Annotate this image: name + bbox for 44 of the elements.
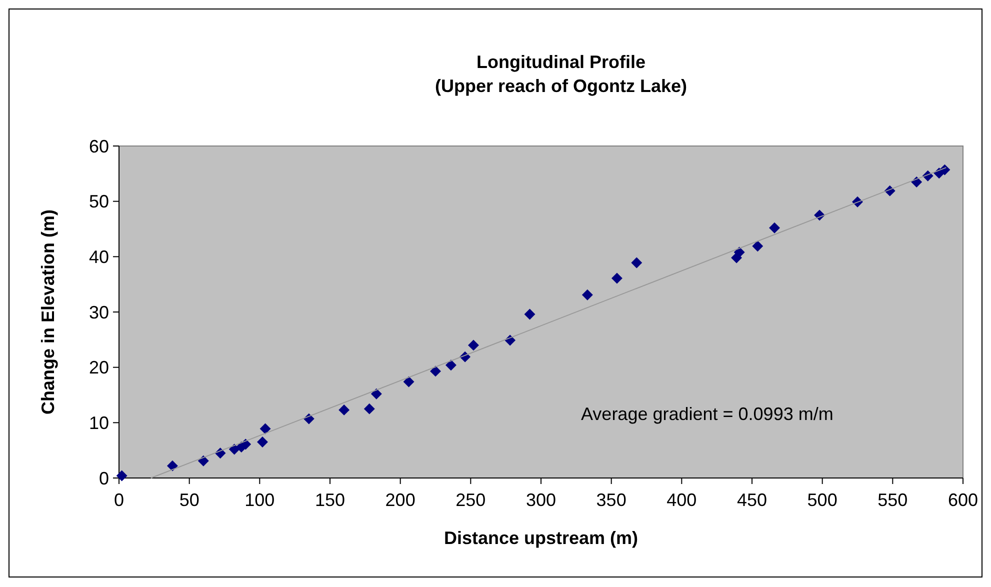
x-tick-label: 500 — [807, 490, 838, 510]
x-tick-label: 150 — [314, 490, 346, 510]
point — [631, 257, 642, 268]
y-axis-title: Change in Elevation (m) — [38, 209, 58, 415]
x-tick-label: 350 — [596, 490, 626, 510]
point — [260, 423, 271, 434]
point — [430, 366, 441, 377]
x-tick-label: 200 — [385, 490, 416, 510]
point — [257, 436, 268, 448]
point — [370, 388, 382, 400]
x-tick-label: 100 — [244, 490, 275, 510]
x-tick-label: 300 — [526, 490, 556, 510]
x-axis-title: Distance upstream (m) — [444, 528, 638, 548]
y-tick-label: 10 — [88, 412, 109, 433]
point — [338, 404, 350, 416]
point — [734, 246, 745, 258]
point — [445, 360, 456, 371]
annotation: Average gradient = 0.0993 m/m — [581, 404, 834, 424]
point — [582, 289, 593, 300]
point — [116, 470, 128, 482]
chart-subtitle: (Upper reach of Ogontz Lake) — [434, 76, 688, 96]
y-tick-label: 40 — [88, 246, 109, 267]
x-tick-label: 400 — [666, 490, 697, 510]
x-tick-label: 600 — [948, 490, 978, 510]
point — [611, 272, 622, 284]
chart-title: Longitudinal Profile — [476, 52, 646, 72]
y-tick-label: 20 — [88, 358, 109, 378]
y-tick-label: 50 — [88, 192, 109, 212]
y-tick-label: 30 — [88, 302, 109, 322]
point — [752, 240, 764, 252]
x-tick-label: 0 — [114, 490, 124, 510]
x-tick-label: 50 — [179, 490, 200, 510]
point — [166, 460, 178, 472]
y-tick-label: 0 — [98, 468, 109, 488]
point — [364, 403, 375, 414]
point — [468, 340, 479, 351]
point — [769, 222, 780, 234]
x-tick-label: 550 — [878, 490, 908, 510]
x-tick-label: 250 — [456, 490, 486, 510]
y-tick-label: 60 — [88, 136, 109, 156]
point — [198, 455, 209, 466]
point — [524, 308, 536, 320]
x-tick-label: 450 — [736, 490, 768, 510]
point — [403, 376, 414, 388]
